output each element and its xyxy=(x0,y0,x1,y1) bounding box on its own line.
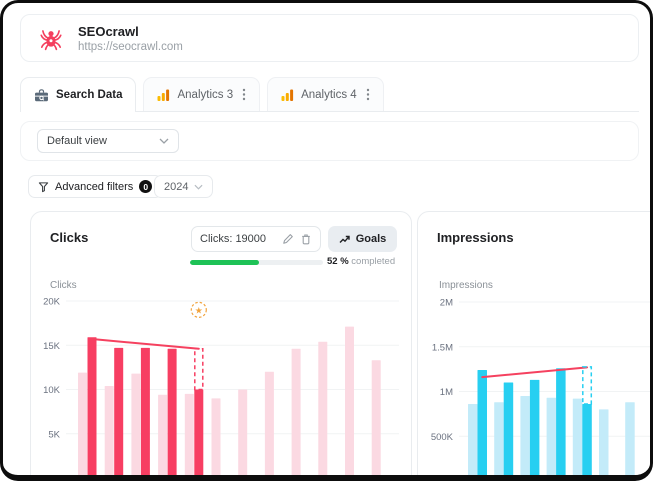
bar-previous-period[interactable] xyxy=(158,394,168,481)
tab-search-data[interactable]: Search Data xyxy=(20,77,137,112)
y-tick-label: 1.5M xyxy=(432,342,453,353)
y-tick-label: 20K xyxy=(43,297,61,308)
clicks-chart: Clicks 20K 15K 10K 5K 0 ★ xyxy=(43,280,399,481)
bar-previous-period[interactable] xyxy=(131,373,141,481)
goals-button[interactable]: Goals xyxy=(328,226,397,252)
impressions-chart: Impressions 2M 1.5M 1M 500K xyxy=(431,280,650,481)
tab-menu-dots-icon[interactable] xyxy=(242,88,246,101)
y-axis-label: Impressions xyxy=(439,280,493,291)
bar-previous-period[interactable] xyxy=(345,326,354,481)
bar-current-period[interactable] xyxy=(477,370,488,481)
bar-previous-period[interactable] xyxy=(184,393,194,481)
y-axis-label: Clicks xyxy=(50,280,77,291)
y-tick-label: 10K xyxy=(43,385,61,396)
trend-line xyxy=(481,366,589,379)
bar-previous-period[interactable] xyxy=(599,409,609,481)
clicks-panel: Clicks Clicks: 19000 Goals 52 % complete… xyxy=(30,211,412,481)
bar-previous-period[interactable] xyxy=(318,341,328,481)
goal-progress-label: 52 % completed xyxy=(327,256,396,267)
bar-previous-period[interactable] xyxy=(104,385,114,481)
chevron-down-icon xyxy=(194,184,203,190)
trending-up-icon xyxy=(339,235,350,243)
year-select[interactable]: 2024 xyxy=(154,175,214,198)
delete-goal-icon[interactable] xyxy=(300,233,312,245)
star-icon: ★ xyxy=(195,306,203,316)
goal-marker-ring[interactable] xyxy=(190,301,207,318)
bar-current-period[interactable] xyxy=(114,347,124,481)
bar-current-period[interactable] xyxy=(167,348,177,481)
y-tick-label: 15K xyxy=(43,341,61,352)
y-tick-label: 2M xyxy=(440,298,453,309)
site-header: SEOcrawl https://seocrawl.com xyxy=(20,14,639,62)
trend-line xyxy=(91,338,200,350)
y-tick-label: 1M xyxy=(440,387,453,398)
bar-current-period[interactable] xyxy=(529,379,540,481)
bar-previous-period[interactable] xyxy=(211,398,221,481)
forecast-dashed-bar xyxy=(194,348,204,391)
bar-current-period[interactable] xyxy=(556,368,566,481)
tab-bar: Search Data Analytics 3 Analytics 4 xyxy=(20,77,639,112)
tab-label: Analytics 4 xyxy=(301,88,357,101)
bar-previous-period[interactable] xyxy=(625,402,635,481)
bar-previous-period[interactable] xyxy=(494,402,504,481)
funnel-icon xyxy=(38,181,49,192)
bar-previous-period[interactable] xyxy=(546,397,557,481)
goal-progress-fill xyxy=(190,260,260,265)
goals-button-label: Goals xyxy=(355,233,387,245)
search-console-icon xyxy=(34,88,49,102)
y-tick-label: 0 xyxy=(55,474,60,481)
impressions-panel-title: Impressions xyxy=(437,230,514,245)
bar-previous-period[interactable] xyxy=(572,398,583,481)
goal-progress-bar xyxy=(190,260,323,265)
bar-current-period[interactable] xyxy=(140,347,150,481)
tab-label: Search Data xyxy=(56,89,123,101)
edit-goal-icon[interactable] xyxy=(282,233,294,245)
analytics-icon xyxy=(157,89,170,101)
bar-previous-period[interactable] xyxy=(78,372,87,481)
bar-previous-period[interactable] xyxy=(264,371,274,481)
site-identity: SEOcrawl https://seocrawl.com xyxy=(78,24,183,53)
clicks-goal-value: Clicks: 19000 xyxy=(200,233,267,245)
view-toolbar: Default view xyxy=(20,121,639,161)
clicks-goal-input[interactable]: Clicks: 19000 xyxy=(191,226,321,252)
clicks-panel-title: Clicks xyxy=(50,230,89,245)
y-tick-label: 5K xyxy=(48,429,60,440)
bar-previous-period[interactable] xyxy=(238,389,248,481)
view-select-value: Default view xyxy=(47,135,107,147)
bar-current-period[interactable] xyxy=(87,337,97,481)
bar-previous-period[interactable] xyxy=(468,404,478,481)
bar-previous-period[interactable] xyxy=(291,348,301,481)
site-url: https://seocrawl.com xyxy=(78,40,183,53)
bar-current-period[interactable] xyxy=(503,382,514,481)
advanced-filters-label: Advanced filters xyxy=(55,180,134,193)
analytics-icon xyxy=(281,89,294,101)
bar-current-period[interactable] xyxy=(582,404,592,481)
view-select[interactable]: Default view xyxy=(37,129,179,153)
tab-label: Analytics 3 xyxy=(177,88,234,101)
bar-previous-period[interactable] xyxy=(520,395,530,481)
tab-menu-dots-icon[interactable] xyxy=(366,88,370,101)
year-select-value: 2024 xyxy=(164,180,189,193)
bar-current-period[interactable] xyxy=(194,389,204,481)
tab-analytics-3[interactable]: Analytics 3 xyxy=(143,77,261,111)
bar-previous-period[interactable] xyxy=(371,360,381,481)
seocrawl-spider-logo xyxy=(40,30,62,51)
filters-count-badge: 0 xyxy=(139,180,153,193)
forecast-dashed-bar xyxy=(582,366,593,405)
chevron-down-icon xyxy=(159,138,169,144)
tab-analytics-4[interactable]: Analytics 4 xyxy=(267,77,384,111)
impressions-panel: Impressions Impressions 2M 1.5M 1M 500K xyxy=(417,211,650,481)
advanced-filters-button[interactable]: Advanced filters 0 xyxy=(28,175,163,198)
y-tick-label: 500K xyxy=(431,432,454,443)
site-title: SEOcrawl xyxy=(78,23,139,39)
